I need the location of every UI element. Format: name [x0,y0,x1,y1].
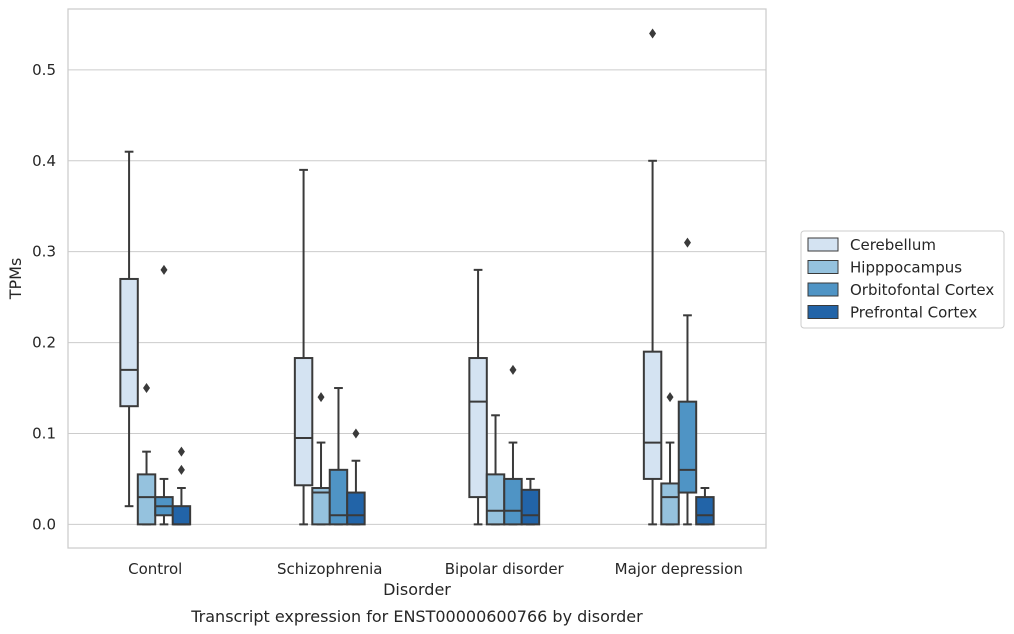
y-tick-label: 0.4 [32,152,56,170]
box-hipppocampus [660,392,680,526]
legend: Cerebellum Hipppocampus Orbitofontal Corte… [800,230,1005,329]
outlier-point [177,464,185,475]
boxes [119,28,715,526]
outlier-point [160,264,168,275]
outlier-point [317,392,325,403]
legend-label: Hipppocampus [850,259,962,277]
box-cerebellum [293,168,314,526]
legend-label: Orbitofontal Cortex [850,281,994,299]
box-hipppocampus [485,414,506,526]
x-tick-label: Major depression [615,560,743,578]
box-cerebellum [468,268,488,526]
box-prefrontal-cortex [171,446,192,526]
outlier-point [509,364,517,375]
box-prefrontal-cortex [346,428,366,526]
x-axis-label: Disorder [383,580,451,599]
x-tick-label: Bipolar disorder [445,560,565,578]
y-tick-labels: 0.0 0.1 0.2 0.3 0.4 0.5 [32,61,56,533]
box-iqr [677,400,698,494]
box-hipppocampus [136,383,157,526]
box-iqr [520,488,541,526]
box-iqr [136,473,157,526]
box-orbitofontal-cortex [328,387,349,526]
plot-area-frame [67,8,767,549]
legend-swatch [807,237,839,252]
legend-swatch [807,282,839,297]
outlier-point [177,446,185,457]
box-iqr [660,482,680,526]
outlier-point [143,383,151,394]
legend-swatch [807,305,839,319]
box-iqr [171,505,192,526]
y-tick-label: 0.2 [32,334,56,352]
box-iqr [642,350,663,480]
chart-caption: Transcript expression for ENST0000060076… [190,607,643,626]
box-cerebellum [119,150,139,508]
outlier-point [666,392,674,403]
x-tick-label: Schizophrenia [277,560,382,578]
box-prefrontal-cortex [695,487,715,526]
box-iqr [503,477,523,526]
box-orbitofontal-cortex [503,364,523,526]
legend-frame [800,230,1005,329]
outlier-point [649,28,657,39]
x-tick-label: Control [128,560,182,578]
box-iqr [293,357,314,487]
y-tick-label: 0.3 [32,243,56,261]
box-iqr [468,357,488,499]
box-hipppocampus [311,392,331,526]
box-iqr [119,277,139,408]
box-iqr [346,491,366,526]
box-prefrontal-cortex [520,477,541,526]
y-tick-label: 0.5 [32,61,56,79]
legend-label: Cerebellum [850,236,936,254]
y-tick-label: 0.1 [32,424,56,442]
box-cerebellum [642,28,663,526]
box-orbitofontal-cortex [154,264,174,526]
x-tick-labels: Control Schizophrenia Bipolar disorder Majo… [128,560,743,578]
box-iqr [485,473,506,526]
legend-swatch [807,260,839,274]
outlier-point [683,237,691,248]
legend-label: Prefrontal Cortex [850,304,977,322]
outlier-point [352,428,360,439]
y-tick-label: 0.0 [32,515,56,533]
box-orbitofontal-cortex [677,237,698,526]
y-axis-label: TPMs [6,258,25,301]
box-iqr [695,496,715,526]
